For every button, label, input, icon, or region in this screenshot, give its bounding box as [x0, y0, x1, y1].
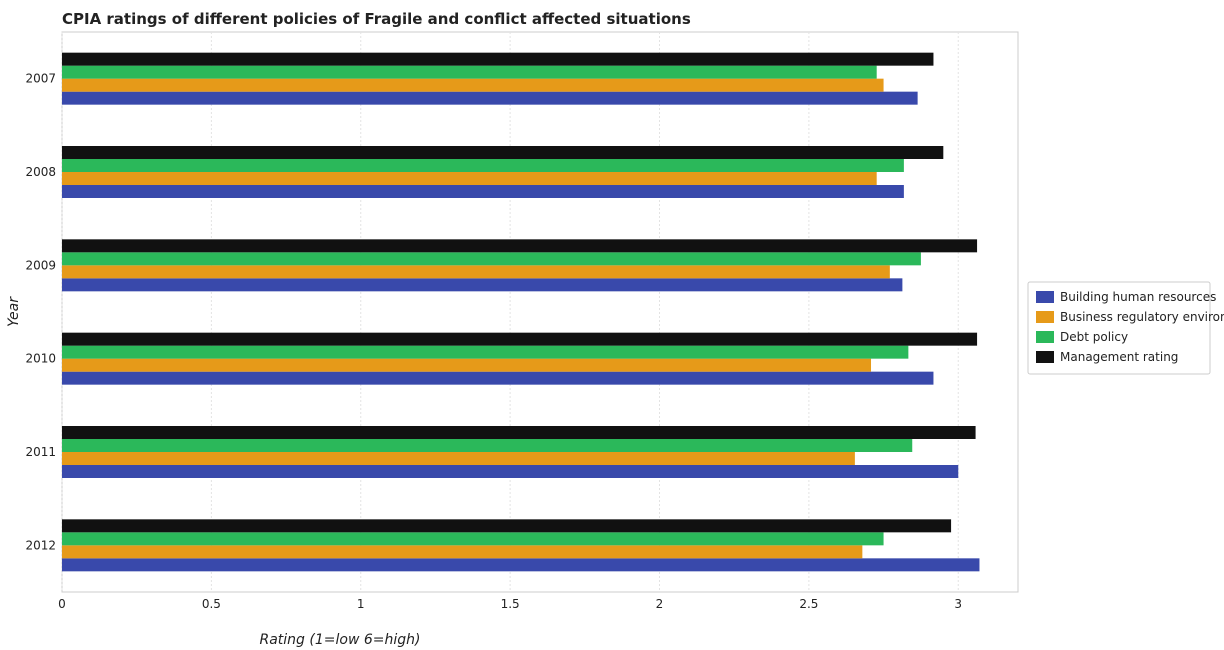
legend-label: Building human resources — [1060, 290, 1216, 304]
legend-label: Business regulatory environment — [1060, 310, 1224, 324]
x-tick-labels: 0 0.5 1 1.5 2 2.5 3 — [58, 597, 962, 611]
legend-swatch — [1036, 331, 1054, 343]
x-tick-label: 2 — [656, 597, 664, 611]
y-tick-label: 2012 — [25, 538, 56, 552]
x-tick-label: 2.5 — [799, 597, 818, 611]
plot-area — [61, 31, 1019, 593]
x-tick-label: 3 — [954, 597, 962, 611]
bar-2007-debt-policy — [62, 65, 877, 79]
bar-2009-building-human-resources — [62, 278, 903, 292]
bar-2008-management-rating — [62, 146, 944, 159]
bar-2011-business-regulatory-environment — [62, 452, 855, 465]
y-tick-label: 2008 — [25, 165, 56, 179]
x-tick-label: 0.5 — [202, 597, 221, 611]
bar-2010-management-rating — [62, 332, 978, 346]
y-tick-label: 2009 — [25, 258, 56, 272]
bar-2011-management-rating — [62, 426, 976, 439]
bar-2010-building-human-resources — [62, 371, 934, 385]
y-tick-labels: 2007 2008 2009 2010 2011 2012 — [25, 72, 56, 553]
bar-2007-management-rating — [62, 52, 934, 66]
legend-swatch — [1036, 291, 1054, 303]
y-tick-label: 2010 — [25, 352, 56, 366]
y-tick-label: 2011 — [25, 445, 56, 459]
x-axis-title: Rating (1=low 6=high) — [260, 632, 421, 648]
bar-2007-business-regulatory-environment — [62, 78, 884, 92]
bars — [62, 52, 980, 572]
legend-swatch — [1036, 351, 1054, 363]
bar-2008-business-regulatory-environment — [62, 172, 877, 185]
x-tick-label: 1.5 — [501, 597, 520, 611]
chart-title: CPIA ratings of different policies of Fr… — [62, 10, 691, 28]
grid-lines — [61, 32, 959, 592]
bar-2009-debt-policy — [62, 252, 921, 266]
bar-2010-debt-policy — [62, 345, 909, 359]
bar-2007-building-human-resources — [62, 91, 918, 105]
bar-2012-building-human-resources — [62, 558, 980, 572]
bar-2008-debt-policy — [62, 159, 904, 172]
bar-2011-debt-policy — [62, 439, 913, 452]
y-axis-title: Year — [6, 296, 22, 327]
bar-2012-business-regulatory-environment — [62, 545, 863, 559]
bar-2009-business-regulatory-environment — [62, 265, 890, 279]
legend: Building human resources Business regulat… — [1027, 281, 1224, 375]
legend-label: Management rating — [1060, 350, 1178, 364]
legend-frame — [1027, 281, 1211, 375]
legend-label: Debt policy — [1060, 330, 1128, 344]
bar-2011-building-human-resources — [62, 465, 959, 478]
bar-2009-management-rating — [62, 239, 978, 253]
y-tick-label: 2007 — [25, 72, 56, 86]
bar-2008-building-human-resources — [62, 185, 904, 198]
bar-2012-debt-policy — [62, 532, 884, 546]
bar-2010-business-regulatory-environment — [62, 358, 872, 372]
bar-2012-management-rating — [62, 519, 952, 533]
x-tick-label: 0 — [58, 597, 66, 611]
x-tick-label: 1 — [357, 597, 365, 611]
legend-swatch — [1036, 311, 1054, 323]
